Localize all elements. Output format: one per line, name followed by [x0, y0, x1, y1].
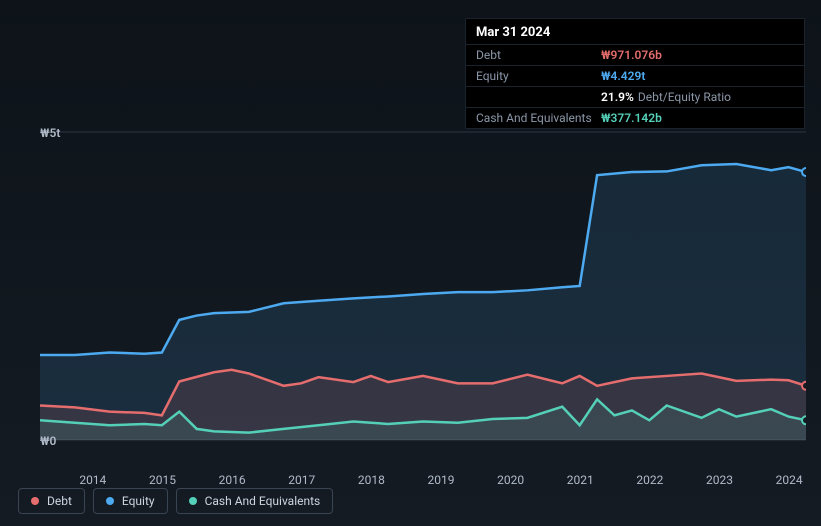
- y-axis-label: ₩5t: [40, 126, 60, 140]
- legend-item-equity[interactable]: Equity: [93, 488, 168, 514]
- tooltip-row-label: Debt: [476, 48, 601, 62]
- chart-tooltip: Mar 31 2024 Debt₩971.076bEquity₩4.429t21…: [465, 18, 805, 129]
- chart-legend: Debt Equity Cash And Equivalents: [18, 488, 333, 514]
- tooltip-row: Debt₩971.076b: [466, 45, 804, 66]
- endpoint-equity: [802, 168, 806, 176]
- legend-dot-icon: [189, 497, 197, 505]
- chart-area[interactable]: ₩5t₩0 2014201520162017201820192020202120…: [18, 122, 806, 467]
- x-axis-label: 2018: [358, 473, 385, 487]
- x-axis-label: 2021: [567, 473, 594, 487]
- legend-dot-icon: [31, 497, 39, 505]
- x-axis-label: 2016: [219, 473, 246, 487]
- tooltip-row-label: Cash And Equivalents: [476, 111, 601, 125]
- legend-item-debt[interactable]: Debt: [18, 488, 85, 514]
- x-axis-label: 2014: [79, 473, 106, 487]
- tooltip-row-label: Equity: [476, 69, 601, 83]
- tooltip-row-value: ₩377.142b: [601, 111, 662, 125]
- tooltip-row-value: ₩4.429t: [601, 69, 645, 83]
- x-axis-label: 2015: [149, 473, 176, 487]
- x-axis-label: 2020: [497, 473, 524, 487]
- legend-item-label: Cash And Equivalents: [205, 494, 321, 508]
- endpoint-cash: [802, 416, 806, 424]
- tooltip-row: Cash And Equivalents₩377.142b: [466, 108, 804, 128]
- tooltip-row-label: [476, 90, 601, 104]
- legend-item-label: Equity: [122, 494, 155, 508]
- x-axis-label: 2022: [636, 473, 663, 487]
- y-axis-label: ₩0: [40, 434, 56, 448]
- x-axis-label: 2017: [288, 473, 315, 487]
- tooltip-row: Equity₩4.429t: [466, 66, 804, 87]
- legend-item-label: Debt: [47, 494, 72, 508]
- x-axis-label: 2023: [706, 473, 733, 487]
- legend-item-cash[interactable]: Cash And Equivalents: [176, 488, 334, 514]
- chart-container: Mar 31 2024 Debt₩971.076bEquity₩4.429t21…: [0, 0, 821, 526]
- tooltip-row: 21.9%Debt/Equity Ratio: [466, 87, 804, 108]
- tooltip-row-value: ₩971.076b: [601, 48, 662, 62]
- tooltip-date: Mar 31 2024: [466, 19, 804, 45]
- tooltip-row-extra: Debt/Equity Ratio: [638, 90, 731, 104]
- legend-dot-icon: [106, 497, 114, 505]
- line-chart-svg: [18, 122, 806, 448]
- x-axis-label: 2019: [428, 473, 455, 487]
- x-axis-label: 2024: [776, 473, 803, 487]
- endpoint-debt: [802, 382, 806, 390]
- tooltip-row-value: 21.9%Debt/Equity Ratio: [601, 90, 731, 104]
